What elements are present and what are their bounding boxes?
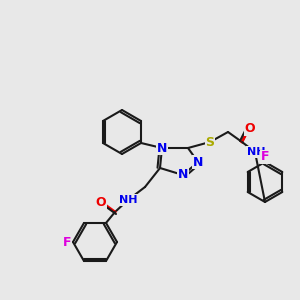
Text: N: N [193, 155, 203, 169]
Text: NH: NH [247, 147, 265, 157]
Text: O: O [96, 196, 106, 208]
Text: NH: NH [119, 195, 137, 205]
Text: N: N [178, 169, 188, 182]
Text: S: S [206, 136, 214, 148]
Text: F: F [261, 151, 269, 164]
Text: F: F [63, 236, 71, 248]
Text: N: N [157, 142, 167, 154]
Text: O: O [245, 122, 255, 136]
